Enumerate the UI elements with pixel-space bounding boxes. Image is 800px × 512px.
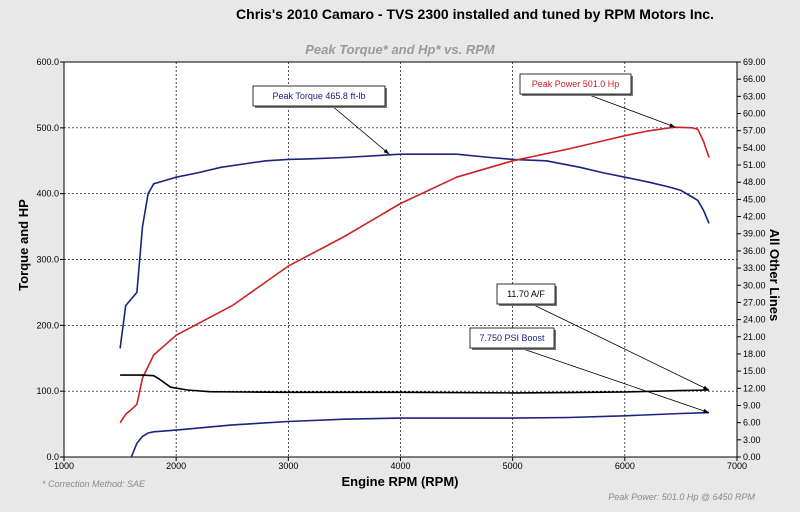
x-tick-label: 4000 — [390, 461, 410, 471]
right-tick-label: 21.00 — [743, 332, 766, 342]
left-tick-label: 100.0 — [36, 386, 59, 396]
left-tick-label: 600.0 — [36, 57, 59, 67]
right-tick-label: 3.00 — [743, 435, 761, 445]
annotation-arrowhead — [383, 149, 390, 155]
annotation-leader — [531, 303, 710, 391]
left-tick-label: 400.0 — [36, 189, 59, 199]
annotation-leader — [520, 347, 710, 414]
right-tick-label: 45.00 — [743, 194, 766, 204]
chart-title: Peak Torque* and Hp* vs. RPM — [305, 42, 495, 57]
left-axis-ticks: 0.0 100.0 200.0 300.0 400.0 500.0 600.0 — [36, 57, 64, 462]
left-tick-label: 300.0 — [36, 255, 59, 265]
right-tick-label: 24.00 — [743, 315, 766, 325]
annotation-label: Peak Torque 465.8 ft-lb — [273, 91, 366, 101]
right-tick-label: 0.00 — [743, 452, 761, 462]
right-tick-label: 39.00 — [743, 229, 766, 239]
series-lines — [119, 126, 710, 458]
series-line-boost — [130, 411, 710, 458]
annotation-label: Peak Power 501.0 Hp — [532, 79, 620, 89]
annotation-arrowhead — [703, 408, 709, 413]
right-tick-label: 36.00 — [743, 246, 766, 256]
peak-power-summary: Peak Power: 501.0 Hp @ 6450 RPM — [608, 492, 755, 502]
annotation-leader — [331, 105, 390, 155]
grid — [64, 62, 737, 457]
annotation-leader — [586, 93, 676, 128]
x-axis-label: Engine RPM (RPM) — [342, 474, 459, 489]
right-tick-label: 54.00 — [743, 143, 766, 153]
right-tick-label: 27.00 — [743, 297, 766, 307]
right-tick-label: 66.00 — [743, 74, 766, 84]
annotation-label: 7.750 PSI Boost — [479, 333, 545, 343]
x-axis-ticks: 1000 2000 3000 4000 5000 6000 7000 — [54, 457, 747, 471]
right-tick-label: 6.00 — [743, 418, 761, 428]
right-tick-label: 69.00 — [743, 57, 766, 67]
x-tick-label: 5000 — [503, 461, 523, 471]
annotation-box — [469, 327, 555, 349]
right-tick-label: 48.00 — [743, 177, 766, 187]
series-line-a-f — [120, 374, 710, 394]
right-tick-label: 51.00 — [743, 160, 766, 170]
right-tick-label: 18.00 — [743, 349, 766, 359]
right-tick-label: 42.00 — [743, 212, 766, 222]
left-tick-label: 0.0 — [46, 452, 59, 462]
annotation-arrowhead — [703, 385, 709, 390]
right-tick-label: 33.00 — [743, 263, 766, 273]
right-axis-label: All Other Lines — [767, 229, 782, 321]
left-tick-label: 200.0 — [36, 320, 59, 330]
page-title: Chris's 2010 Camaro - TVS 2300 installed… — [236, 6, 714, 22]
correction-note: * Correction Method: SAE — [42, 479, 146, 489]
right-tick-label: 30.00 — [743, 280, 766, 290]
annotation-box — [496, 283, 556, 305]
x-tick-label: 6000 — [615, 461, 635, 471]
right-tick-label: 63.00 — [743, 91, 766, 101]
right-tick-label: 15.00 — [743, 366, 766, 376]
right-tick-label: 57.00 — [743, 126, 766, 136]
x-tick-label: 2000 — [166, 461, 186, 471]
right-tick-label: 9.00 — [743, 400, 761, 410]
series-line-torque — [119, 153, 710, 349]
annotation-label: 11.70 A/F — [507, 289, 545, 299]
right-axis-ticks: 0.00 3.00 6.00 9.00 12.00 15.00 18.00 21.00 24.0… — [737, 57, 766, 462]
annotations: Peak Torque 465.8 ft-lb Peak Power 501.0 … — [252, 73, 710, 414]
right-tick-label: 60.00 — [743, 109, 766, 119]
annotation-box — [519, 73, 632, 95]
x-tick-label: 7000 — [727, 461, 747, 471]
annotation-box — [252, 85, 386, 107]
annotation-arrowhead — [669, 123, 676, 128]
right-tick-label: 12.00 — [743, 383, 766, 393]
x-tick-label: 1000 — [54, 461, 74, 471]
series-line-power — [119, 126, 710, 424]
left-axis-label: Torque and HP — [16, 199, 31, 291]
left-tick-label: 500.0 — [36, 123, 59, 133]
x-tick-label: 3000 — [278, 461, 298, 471]
